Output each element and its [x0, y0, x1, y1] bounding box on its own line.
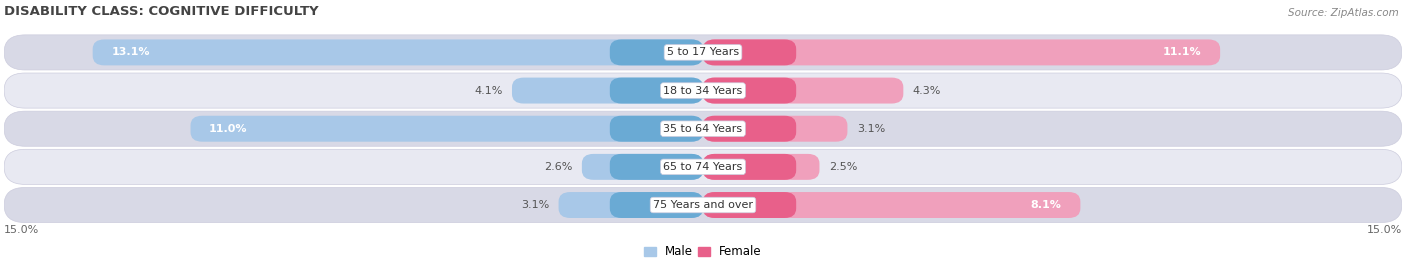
FancyBboxPatch shape — [610, 154, 703, 180]
Text: 75 Years and over: 75 Years and over — [652, 200, 754, 210]
FancyBboxPatch shape — [703, 154, 820, 180]
FancyBboxPatch shape — [582, 154, 703, 180]
FancyBboxPatch shape — [610, 39, 703, 65]
FancyBboxPatch shape — [703, 77, 903, 103]
FancyBboxPatch shape — [703, 77, 796, 103]
Legend: Male, Female: Male, Female — [640, 241, 766, 263]
Text: 11.0%: 11.0% — [209, 124, 247, 134]
Text: 8.1%: 8.1% — [1031, 200, 1062, 210]
Text: 18 to 34 Years: 18 to 34 Years — [664, 86, 742, 96]
Text: Source: ZipAtlas.com: Source: ZipAtlas.com — [1288, 8, 1399, 18]
FancyBboxPatch shape — [703, 192, 1080, 218]
FancyBboxPatch shape — [610, 192, 703, 218]
FancyBboxPatch shape — [610, 77, 703, 103]
Text: 2.6%: 2.6% — [544, 162, 572, 172]
FancyBboxPatch shape — [610, 116, 703, 142]
Text: 4.1%: 4.1% — [474, 86, 503, 96]
Text: 3.1%: 3.1% — [856, 124, 884, 134]
FancyBboxPatch shape — [558, 192, 703, 218]
FancyBboxPatch shape — [4, 149, 1402, 184]
FancyBboxPatch shape — [703, 192, 796, 218]
FancyBboxPatch shape — [703, 39, 796, 65]
FancyBboxPatch shape — [191, 116, 703, 142]
Text: 4.3%: 4.3% — [912, 86, 941, 96]
Text: 15.0%: 15.0% — [1367, 225, 1402, 235]
FancyBboxPatch shape — [4, 73, 1402, 108]
Text: 5 to 17 Years: 5 to 17 Years — [666, 48, 740, 58]
FancyBboxPatch shape — [703, 116, 848, 142]
FancyBboxPatch shape — [703, 39, 1220, 65]
FancyBboxPatch shape — [4, 35, 1402, 70]
Text: DISABILITY CLASS: COGNITIVE DIFFICULTY: DISABILITY CLASS: COGNITIVE DIFFICULTY — [4, 5, 319, 18]
Text: 3.1%: 3.1% — [522, 200, 550, 210]
FancyBboxPatch shape — [512, 77, 703, 103]
Text: 13.1%: 13.1% — [111, 48, 150, 58]
Text: 11.1%: 11.1% — [1163, 48, 1202, 58]
Text: 2.5%: 2.5% — [828, 162, 858, 172]
FancyBboxPatch shape — [703, 116, 796, 142]
Text: 65 to 74 Years: 65 to 74 Years — [664, 162, 742, 172]
FancyBboxPatch shape — [703, 154, 796, 180]
Text: 15.0%: 15.0% — [4, 225, 39, 235]
FancyBboxPatch shape — [4, 111, 1402, 146]
FancyBboxPatch shape — [93, 39, 703, 65]
FancyBboxPatch shape — [4, 187, 1402, 222]
Text: 35 to 64 Years: 35 to 64 Years — [664, 124, 742, 134]
